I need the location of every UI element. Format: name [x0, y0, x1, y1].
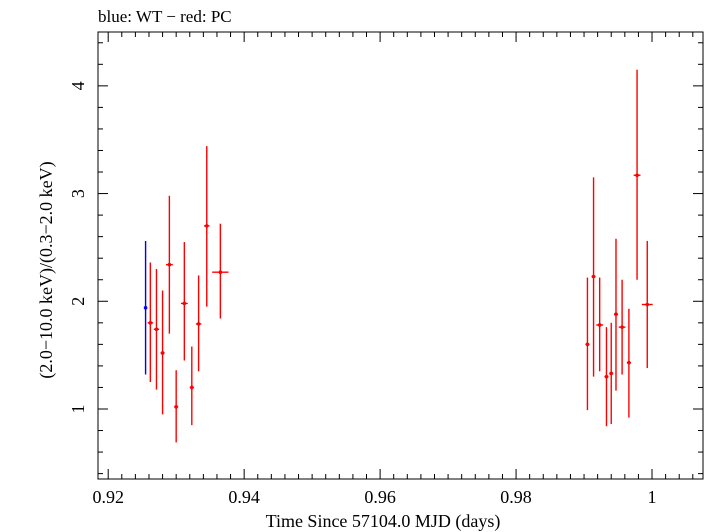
data-point [143, 305, 148, 310]
x-tick-label: 1 [648, 487, 657, 507]
data-point [627, 360, 631, 365]
y-axis-label: (2.0−10.0 keV)/(0.3−2.0 keV) [36, 161, 57, 378]
data-point [635, 173, 639, 178]
data-point [609, 371, 614, 376]
series-pc [147, 69, 653, 443]
chart-title: blue: WT − red: PC [98, 7, 232, 26]
x-tick-label: 0.94 [228, 487, 260, 507]
data-point [620, 325, 624, 329]
data-point [645, 302, 650, 307]
plot-frame [97, 31, 704, 480]
y-tick-label: 4 [68, 81, 88, 90]
data-point [218, 270, 223, 274]
x-tick-label: 0.96 [364, 487, 396, 507]
data-point [591, 274, 596, 279]
series-wt [143, 240, 148, 375]
data-point [604, 374, 609, 379]
data-point [597, 323, 602, 327]
y-tick-label: 2 [68, 297, 88, 306]
data-point [148, 321, 153, 325]
x-ticks: 0.92 0.94 0.96 0.98 1 [92, 32, 694, 507]
series-layer [143, 69, 653, 443]
x-tick-label: 0.98 [500, 487, 532, 507]
data-point [160, 351, 165, 355]
x-tick-label: 0.92 [92, 487, 124, 507]
data-point [174, 405, 178, 409]
data-point [614, 312, 618, 317]
data-point [154, 327, 159, 332]
y-tick-label: 1 [68, 404, 88, 413]
y-ticks: 1 2 3 4 [68, 42, 703, 475]
data-point [585, 342, 590, 347]
x-axis-label: Time Since 57104.0 MJD (days) [266, 511, 501, 532]
data-point [182, 301, 187, 306]
data-point [190, 385, 194, 390]
data-point [167, 262, 172, 267]
plot-border [97, 31, 704, 480]
data-point [196, 322, 201, 326]
y-tick-label: 3 [68, 189, 88, 198]
data-point [204, 224, 209, 228]
